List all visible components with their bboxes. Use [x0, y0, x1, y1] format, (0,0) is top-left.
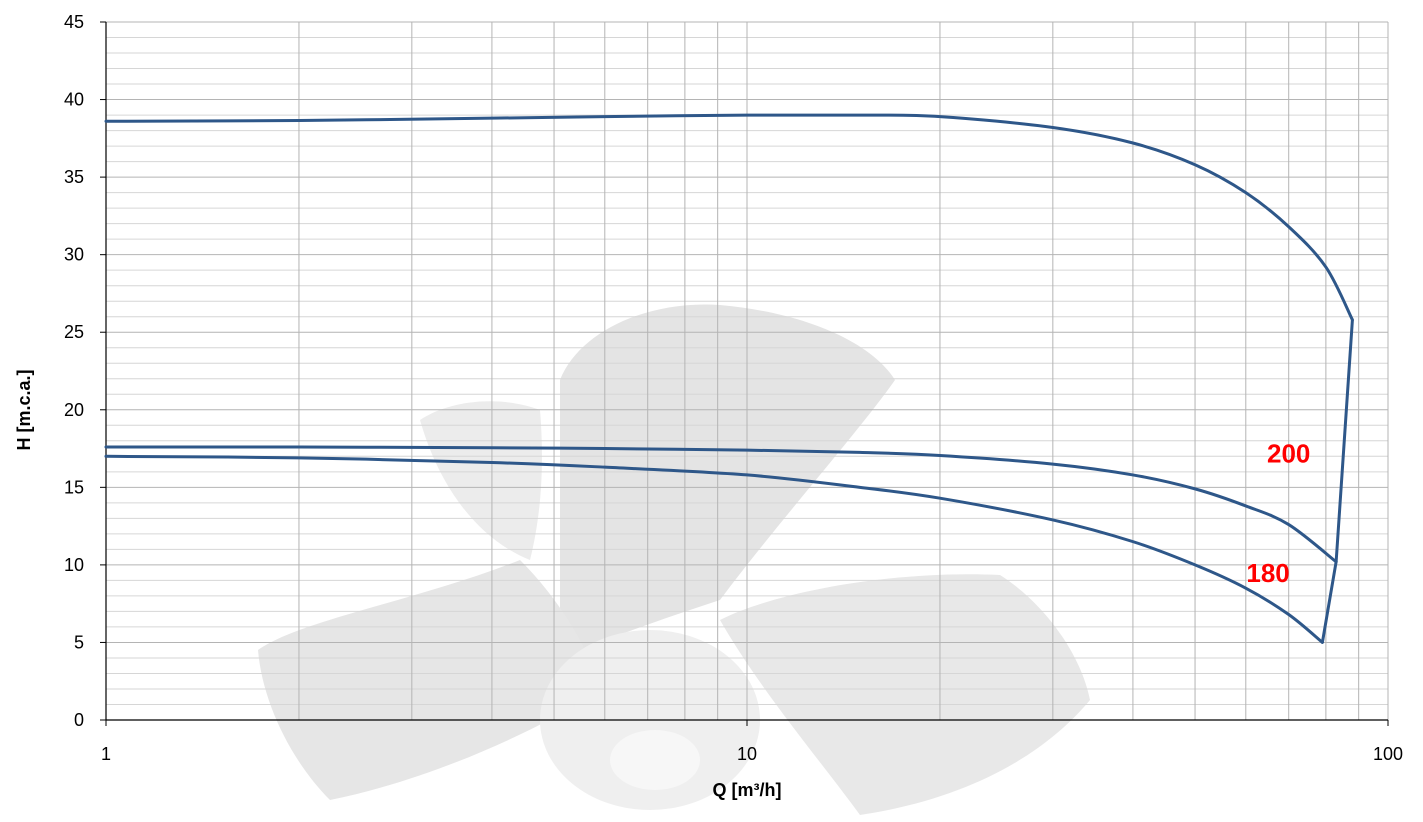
y-tick-label: 30	[64, 245, 84, 265]
x-axis-title: Q [m³/h]	[713, 780, 782, 800]
x-tick-label: 10	[737, 744, 757, 764]
fan-blade-right	[720, 574, 1090, 815]
curve-label-200: 200	[1267, 439, 1310, 469]
y-tick-label: 40	[64, 90, 84, 110]
y-tick-label: 35	[64, 167, 84, 187]
curve-label-180: 180	[1246, 558, 1289, 588]
x-tick-label: 1	[101, 744, 111, 764]
fan-blade-top	[560, 304, 895, 660]
series-line-2	[104, 445, 1338, 564]
y-tick-label: 5	[74, 632, 84, 652]
fan-impeller-icon	[258, 304, 1090, 815]
fan-hub-center	[610, 730, 700, 790]
endpoint-connector-line	[1320, 319, 1354, 643]
y-tick-label: 15	[64, 477, 84, 497]
grid	[105, 21, 1389, 720]
series-line-1	[104, 113, 1354, 322]
series-group	[104, 113, 1354, 644]
y-tick-label: 20	[64, 400, 84, 420]
y-tick-label: 10	[64, 555, 84, 575]
y-tick-label: 0	[74, 710, 84, 730]
y-tick-label: 45	[64, 12, 84, 32]
fan-blade-left	[258, 560, 600, 800]
series-line-3	[104, 454, 1324, 644]
y-tick-label: 25	[64, 322, 84, 342]
labels: Q [m³/h] H [m.c.a.] 0 5 10 15 20 25 30 35 40 45 1 1…	[14, 12, 1403, 800]
axes	[100, 21, 1389, 726]
x-tick-label: 100	[1373, 744, 1403, 764]
y-axis-title: H [m.c.a.]	[14, 369, 34, 450]
